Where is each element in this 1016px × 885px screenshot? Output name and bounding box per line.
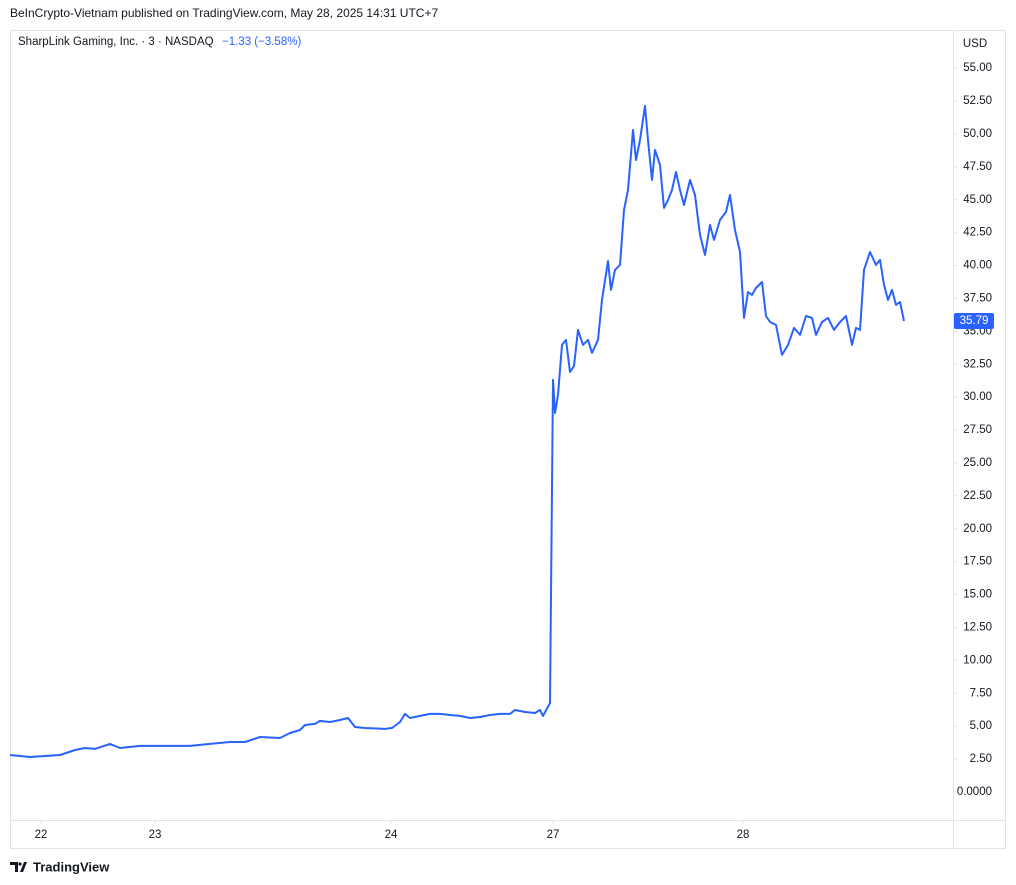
price-change: −1.33 (−3.58%)	[222, 36, 301, 48]
y-tick-label: 7.50	[970, 687, 992, 699]
y-tick-label: 37.50	[963, 292, 992, 304]
brand-logo	[10, 862, 27, 872]
y-tick-label: 17.50	[963, 556, 992, 568]
x-tick-label: 22	[35, 829, 48, 841]
y-tick-label: 0.0000	[957, 786, 992, 798]
y-tick-label: 42.50	[963, 227, 992, 239]
last-price-box	[954, 312, 994, 329]
published-note: BeInCrypto-Vietnam published on TradingV…	[10, 6, 438, 20]
y-tick-label: 32.50	[963, 358, 992, 370]
chart-frame	[10, 30, 1006, 849]
y-tick-label: 27.50	[963, 424, 992, 436]
y-tick-label: 12.50	[963, 621, 992, 633]
x-tick-label: 27	[547, 829, 560, 841]
y-tick-label: 25.00	[963, 457, 992, 469]
x-tick-label: 24	[385, 829, 398, 841]
y-tick-label: 55.00	[963, 62, 992, 74]
y-tick-label: 20.00	[963, 523, 992, 535]
x-tick-label: 28	[737, 829, 750, 841]
last-price-label: 35.79	[960, 315, 989, 327]
brand-name: TradingView	[33, 859, 110, 874]
y-tick-label: 45.00	[963, 194, 992, 206]
y-tick-label: 52.50	[963, 95, 992, 107]
y-tick-label: 10.00	[963, 654, 992, 666]
y-tick-label: 40.00	[963, 260, 992, 272]
y-tick-label: 15.00	[963, 589, 992, 601]
price-line	[9, 104, 905, 758]
x-tick-label: 23	[149, 829, 162, 841]
y-tick-label: 2.50	[970, 753, 992, 765]
y-tick-label: 30.00	[963, 391, 992, 403]
y-tick-label: 5.00	[970, 720, 992, 732]
currency-label: USD	[963, 38, 987, 50]
y-tick-label: 47.50	[963, 161, 992, 173]
y-tick-label: 22.50	[963, 490, 992, 502]
y-tick-label: 50.00	[963, 128, 992, 140]
symbol-title: SharpLink Gaming, Inc. · 3 · NASDAQ	[18, 36, 214, 48]
